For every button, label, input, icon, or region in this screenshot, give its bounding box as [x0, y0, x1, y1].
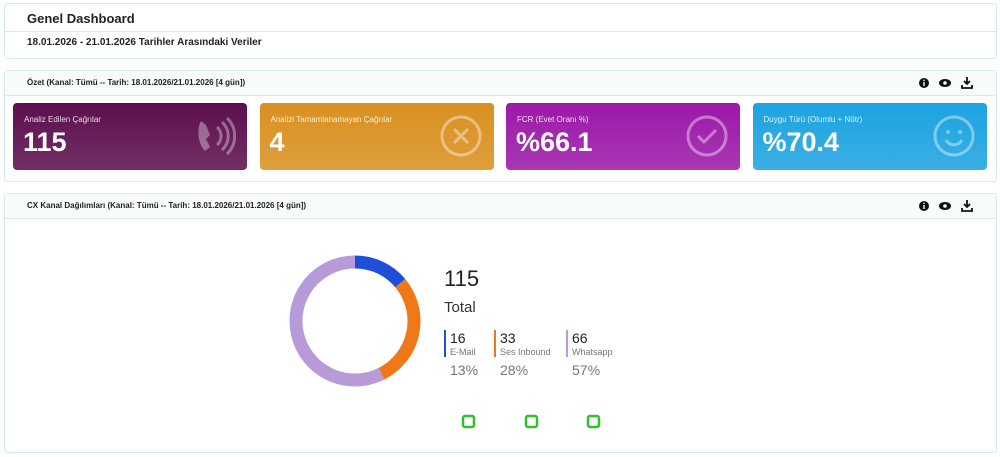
- panel-actions[interactable]: [918, 76, 978, 90]
- kpi-card: FCR (Evet Oranı %) %66.1: [506, 103, 740, 170]
- panel-header: Özet (Kanal: Tümü -- Tarih: 18.01.2026/2…: [5, 71, 996, 96]
- donut-chart: [289, 255, 421, 387]
- total-label: Total: [444, 299, 476, 316]
- panel-title: Özet (Kanal: Tümü -- Tarih: 18.01.2026/2…: [27, 78, 246, 87]
- kpi-label: Analizi Tamamlanamayan Çağrılar: [270, 115, 393, 124]
- kpi-value: 115: [23, 127, 67, 157]
- legend-name: E-Mail: [450, 347, 476, 357]
- kpi-icon: [440, 115, 481, 157]
- legend-percent: 28%: [500, 362, 529, 378]
- legend-bar: [566, 330, 568, 357]
- kpi-label: FCR (Evet Oranı %): [517, 115, 589, 124]
- kpi-icon: [933, 115, 974, 157]
- legend-value: 33: [500, 330, 516, 346]
- legend-name: Whatsapp: [572, 347, 613, 357]
- legend-bar: [494, 330, 496, 357]
- legend-bar: [444, 330, 446, 357]
- channel-panel: CX Kanal Dağılımları (Kanal: Tümü -- Tar…: [4, 193, 997, 453]
- legend-value: 16: [450, 330, 466, 346]
- donut-segment: [354, 255, 406, 288]
- legend-name: Ses Inbound: [500, 347, 551, 357]
- panel-actions[interactable]: [918, 199, 978, 213]
- donut-segment: [289, 255, 385, 387]
- status-indicators: [461, 414, 601, 429]
- kpi-icon: [198, 116, 237, 156]
- kpi-icon: [686, 115, 728, 157]
- legend-percent: 13%: [450, 362, 479, 378]
- kpi-card: Duygu Türü (Olumlu + Nötr) %70.4: [752, 103, 987, 170]
- panel-title: CX Kanal Dağılımları (Kanal: Tümü -- Tar…: [27, 201, 307, 210]
- kpi-card: Analizi Tamamlanamayan Çağrılar 4: [259, 103, 494, 170]
- kpi-label: Duygu Türü (Olumlu + Nötr): [763, 115, 863, 124]
- total-value: 115: [444, 266, 480, 291]
- kpi-label: Analiz Edilen Çağrılar: [24, 115, 101, 124]
- header-panel: Genel Dashboard 18.01.2026 - 21.01.2026 …: [4, 3, 997, 59]
- summary-panel: Özet (Kanal: Tümü -- Tarih: 18.01.2026/2…: [4, 70, 997, 182]
- legend-percent: 57%: [572, 362, 601, 378]
- panel-header: CX Kanal Dağılımları (Kanal: Tümü -- Tar…: [5, 194, 996, 219]
- kpi-value: %66.1: [516, 127, 593, 157]
- kpi-card: Analiz Edilen Çağrılar 115: [13, 103, 247, 170]
- page-title: Genel Dashboard: [27, 11, 135, 26]
- kpi-value: %70.4: [762, 127, 840, 157]
- kpi-value: 4: [269, 127, 285, 157]
- legend-value: 66: [572, 330, 588, 346]
- donut-segment: [378, 278, 421, 380]
- date-range: 18.01.2026 - 21.01.2026 Tarihler Arasınd…: [27, 37, 262, 48]
